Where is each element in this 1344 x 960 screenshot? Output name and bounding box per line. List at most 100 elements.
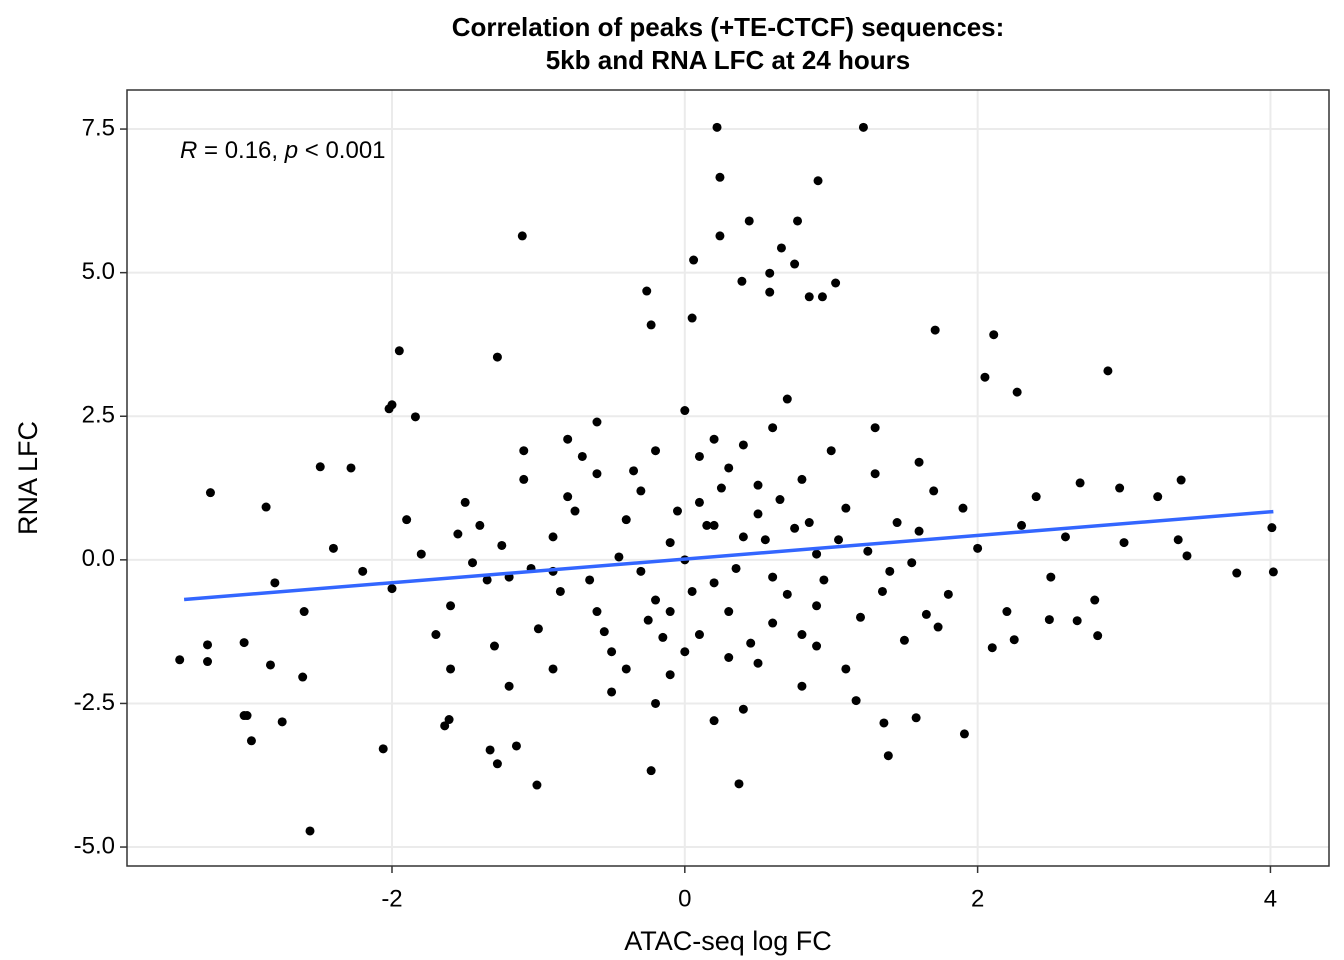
point — [1031, 492, 1041, 502]
point — [709, 520, 719, 530]
point — [914, 526, 924, 536]
point — [642, 286, 652, 296]
point — [1075, 478, 1085, 488]
point — [643, 615, 653, 625]
grid — [127, 90, 1329, 866]
fit-line — [183, 509, 1274, 602]
point — [239, 638, 249, 648]
point — [929, 486, 939, 496]
point — [629, 466, 639, 476]
point — [646, 320, 656, 330]
point — [958, 503, 968, 513]
point — [261, 502, 271, 512]
x-tick-label: 0 — [678, 885, 691, 912]
point — [753, 509, 763, 519]
y-tick-label: 5.0 — [82, 258, 115, 285]
point — [599, 627, 609, 637]
point — [716, 483, 726, 493]
point — [1060, 532, 1070, 542]
point — [738, 440, 748, 450]
point — [899, 635, 909, 645]
point — [431, 630, 441, 640]
panel-border — [126, 89, 1330, 867]
y-tick-label: -5.0 — [74, 832, 115, 859]
point — [453, 529, 463, 539]
point — [943, 589, 953, 599]
point — [768, 572, 778, 582]
annotation-part: < 0.001 — [298, 137, 385, 164]
point — [621, 664, 631, 674]
point — [768, 618, 778, 628]
point — [1093, 631, 1103, 641]
point — [387, 400, 397, 410]
point — [651, 446, 661, 456]
point — [665, 538, 675, 548]
point — [651, 595, 661, 605]
point — [793, 216, 803, 226]
point — [511, 741, 521, 751]
point — [460, 497, 470, 507]
point — [877, 586, 887, 596]
annotation-part: p — [284, 137, 298, 164]
point — [1153, 492, 1163, 502]
point — [1002, 607, 1012, 617]
point — [1046, 572, 1056, 582]
point — [614, 552, 624, 562]
point — [911, 713, 921, 723]
point — [532, 780, 542, 790]
point — [607, 687, 617, 697]
point — [489, 641, 499, 651]
point — [851, 696, 861, 706]
point — [299, 607, 309, 617]
point — [715, 231, 725, 241]
point — [680, 406, 690, 416]
point — [519, 474, 529, 484]
point — [826, 446, 836, 456]
point — [519, 446, 529, 456]
point — [298, 672, 308, 682]
point — [738, 704, 748, 714]
point — [205, 488, 215, 498]
point — [517, 231, 527, 241]
point — [694, 497, 704, 507]
point — [446, 601, 456, 611]
point — [858, 122, 868, 132]
point — [734, 779, 744, 789]
point — [563, 492, 573, 502]
point — [1176, 475, 1186, 485]
point — [592, 469, 602, 479]
point — [402, 515, 412, 525]
point — [665, 670, 675, 680]
point — [492, 759, 502, 769]
point — [879, 718, 889, 728]
point — [687, 313, 697, 323]
point — [1115, 483, 1125, 493]
x-tick-label: 4 — [1264, 885, 1277, 912]
point — [724, 463, 734, 473]
point — [265, 660, 275, 670]
chart-title: Correlation of peaks (+TE-CTCF) sequence… — [452, 12, 1005, 42]
point — [1182, 551, 1192, 561]
point — [765, 287, 775, 297]
point — [651, 698, 661, 708]
x-tick-label: -2 — [381, 885, 402, 912]
point — [446, 664, 456, 674]
point — [841, 503, 851, 513]
point — [203, 640, 213, 650]
x-axis-title: ATAC-seq log FC — [624, 926, 832, 956]
point — [709, 434, 719, 444]
point — [989, 330, 999, 340]
point — [738, 532, 748, 542]
point — [817, 292, 827, 302]
y-axis-title: RNA LFC — [13, 421, 43, 535]
point — [724, 607, 734, 617]
point — [855, 612, 865, 622]
y-tick-label: 7.5 — [82, 114, 115, 141]
point — [709, 716, 719, 726]
point — [394, 346, 404, 356]
point — [715, 172, 725, 182]
point — [790, 259, 800, 269]
point — [592, 417, 602, 427]
point — [492, 352, 502, 362]
point — [1017, 520, 1027, 530]
